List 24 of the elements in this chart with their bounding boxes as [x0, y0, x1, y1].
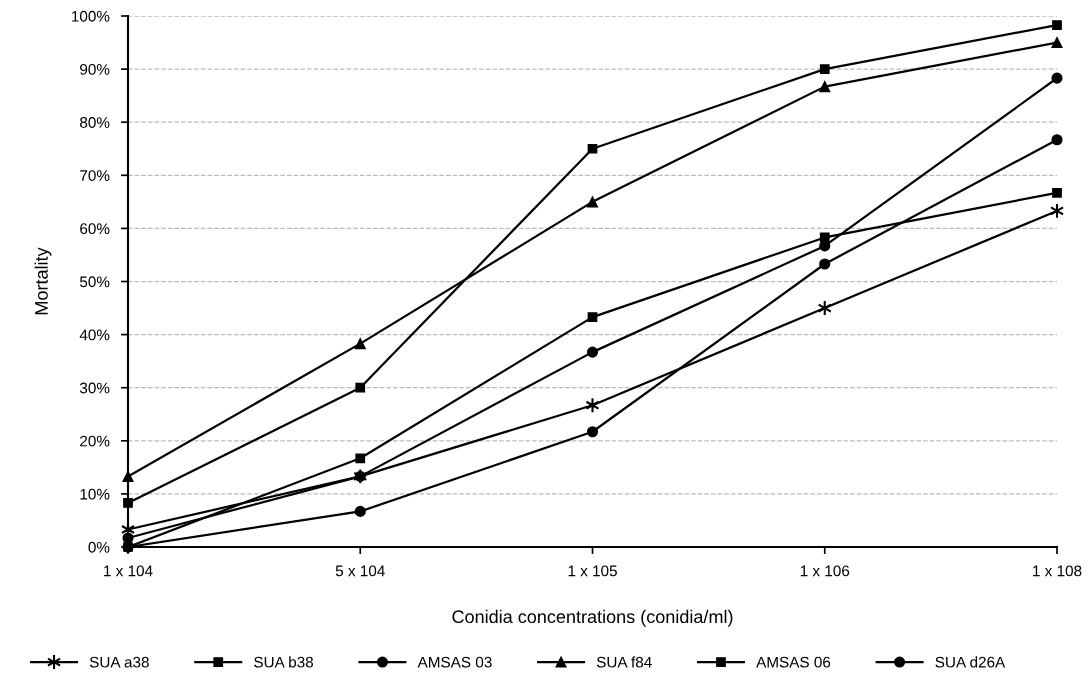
- legend-label: SUA a38: [89, 656, 149, 668]
- y-tick-label: 90%: [80, 63, 110, 75]
- x-tick-label: 1 x 104: [104, 565, 153, 577]
- legend-label: AMSAS 06: [756, 656, 831, 668]
- x-tick-label: 5 x 104: [335, 565, 385, 577]
- legend-label: SUA d26A: [935, 656, 1006, 668]
- y-tick-label: 30%: [79, 382, 110, 394]
- y-tick-label: 70%: [80, 170, 110, 181]
- y-tick-label: 60%: [80, 223, 110, 235]
- y-tick-label: 20%: [80, 435, 110, 447]
- y-tick-label: 100%: [72, 10, 110, 22]
- x-tick-label: 1 x 108: [1033, 565, 1082, 577]
- y-tick-label: 40%: [79, 329, 110, 341]
- y-axis-title: Mortality: [34, 247, 52, 315]
- legend-label: AMSAS 03: [417, 656, 492, 668]
- y-tick-label: 80%: [80, 117, 110, 128]
- y-tick-label: 0%: [88, 541, 110, 553]
- legend-label: SUA f84: [596, 656, 652, 668]
- legend-label: SUA b38: [254, 656, 314, 668]
- x-axis-title: Conidia concentrations (conidia/ml): [452, 609, 733, 627]
- y-tick-label: 50%: [79, 276, 110, 288]
- x-tick-label: 1 x 106: [800, 565, 850, 577]
- x-tick-label: 1 x 105: [568, 565, 617, 577]
- y-tick-label: 10%: [80, 488, 110, 500]
